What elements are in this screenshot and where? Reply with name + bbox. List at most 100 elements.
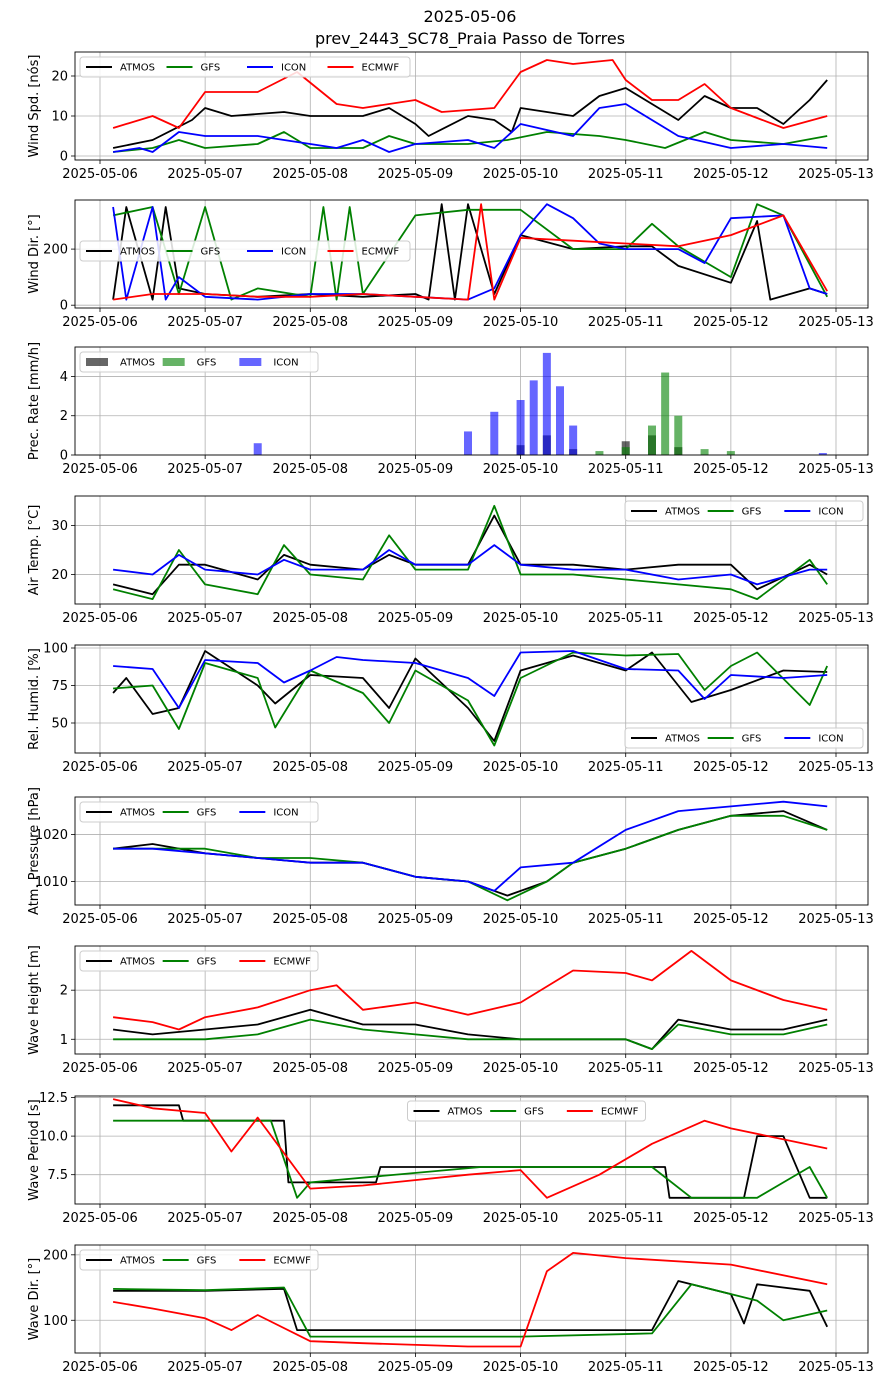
x-tick-label: 2025-05-11 [588,1061,664,1076]
legend-frame [79,801,319,823]
x-tick-label: 2025-05-12 [693,167,769,182]
x-tick-label: 2025-05-08 [273,1360,349,1375]
legend: ATMOS GFS ECMWF [79,950,319,972]
x-tick-label: 2025-05-13 [798,167,874,182]
legend-label-gfs: GFS [742,734,762,745]
chart-panels: 2025-05-06 2025-05-07 2025-05-08 2025-05-09… [27,51,874,1375]
legend-frame [79,351,319,373]
bar-icon [529,380,538,455]
axes-frame [74,796,869,906]
x-tick-label: 2025-05-12 [693,1211,769,1226]
y-tick-label: 100 [43,642,68,657]
legend-label-gfs: GFS [201,63,221,74]
y-axis-label: Wave Dir. [°] [27,1258,42,1341]
y-tick-label: 100 [43,1314,68,1329]
bar-gfs [595,451,604,455]
legend-frame [79,950,319,972]
y-tick-label: 0 [60,449,68,464]
bar-icon [464,431,472,455]
y-axis-label: Air Temp. [°C] [27,505,42,596]
legend-label-gfs: GFS [201,247,221,258]
x-tick-label: 2025-05-09 [378,462,454,477]
legend-label-icon: ICON [818,507,843,518]
x-tick-label: 2025-05-12 [693,1360,769,1375]
x-tick-label: 2025-05-09 [378,315,454,330]
legend: ATMOS GFS ECMWF [407,1100,646,1122]
x-tick-label: 2025-05-10 [483,1360,559,1375]
x-tick-label: 2025-05-09 [378,611,454,626]
x-tick-label: 2025-05-06 [62,1061,138,1076]
x-tick-label: 2025-05-07 [167,1061,243,1076]
x-tick-label: 2025-05-08 [273,462,349,477]
y-tick-label: 12.5 [39,1091,68,1106]
legend-swatch-gfs [162,358,185,366]
y-tick-label: 0 [60,150,68,165]
x-tick-label: 2025-05-08 [273,167,349,182]
x-tick-label: 2025-05-07 [167,611,243,626]
x-tick-label: 2025-05-07 [167,912,243,927]
plot-area [112,950,828,1050]
x-tick-label: 2025-05-13 [798,315,874,330]
series-line-icon [113,800,828,892]
y-tick-label: 7.5 [47,1168,68,1183]
bar-gfs [621,447,630,455]
legend-label-ecmwf: ECMWF [601,1107,639,1118]
x-tick-label: 2025-05-13 [798,912,874,927]
chart-panel: 2025-05-06 2025-05-07 2025-05-08 2025-05-09… [27,51,874,182]
x-tick-label: 2025-05-08 [273,760,349,775]
series-line-icon [112,203,828,301]
y-tick-label: 2 [60,409,68,424]
x-tick-label: 2025-05-11 [588,315,664,330]
legend-swatch-atmos [86,358,108,366]
y-axis-label: Wind Dir. [°] [27,214,42,294]
y-tick-label: 200 [43,243,68,258]
x-tick-label: 2025-05-06 [62,912,138,927]
x-tick-label: 2025-05-07 [167,1211,243,1226]
x-tick-label: 2025-05-09 [378,1360,454,1375]
bar-gfs [726,451,735,455]
plot-area [112,504,828,600]
x-tick-label: 2025-05-12 [693,315,769,330]
x-tick-label: 2025-05-12 [693,462,769,477]
bar-icon [818,453,827,455]
x-tick-label: 2025-05-10 [483,315,559,330]
legend-label-atmos: ATMOS [120,957,155,968]
y-tick-label: 0 [60,299,68,314]
legend-label-atmos: ATMOS [120,358,155,369]
x-tick-label: 2025-05-09 [378,1211,454,1226]
legend-label-atmos: ATMOS [120,63,155,74]
series-line-icon [112,103,828,153]
bar-gfs [648,425,656,455]
legend-frame [624,727,864,749]
y-tick-label: 200 [43,1248,68,1263]
x-tick-label: 2025-05-11 [588,1360,664,1375]
axes-frame [74,644,869,754]
axes-frame [74,51,869,161]
x-tick-label: 2025-05-11 [588,912,664,927]
bar-icon [569,425,578,455]
series-line-atmos [112,1008,828,1050]
chart-panel: 2025-05-06 2025-05-07 2025-05-08 2025-05-09… [27,787,874,927]
axes-frame [74,1095,869,1205]
series-line-gfs [112,504,828,600]
series-line-ecmwf [112,1252,828,1348]
x-tick-label: 2025-05-07 [167,167,243,182]
series-line-gfs [113,1018,828,1050]
x-tick-label: 2025-05-13 [798,1360,874,1375]
legend: ATMOS GFS ICON ECMWF [79,240,411,262]
legend-label-ecmwf: ECMWF [362,63,400,74]
series-line-ecmwf [112,950,828,1031]
series-line-gfs [113,131,828,153]
figure-title-station: prev_2443_SC78_Praia Passo de Torres [315,29,625,49]
x-tick-label: 2025-05-12 [693,912,769,927]
legend: ATMOS GFS ICON [624,500,864,522]
series-line-atmos [112,79,828,149]
x-tick-label: 2025-05-11 [588,760,664,775]
axes-frame [74,945,869,1055]
legend-label-gfs: GFS [197,1256,217,1267]
legend-label-icon: ICON [273,808,298,819]
legend-label-ecmwf: ECMWF [273,1256,311,1267]
axes-frame [74,1244,869,1354]
x-tick-label: 2025-05-11 [588,1211,664,1226]
